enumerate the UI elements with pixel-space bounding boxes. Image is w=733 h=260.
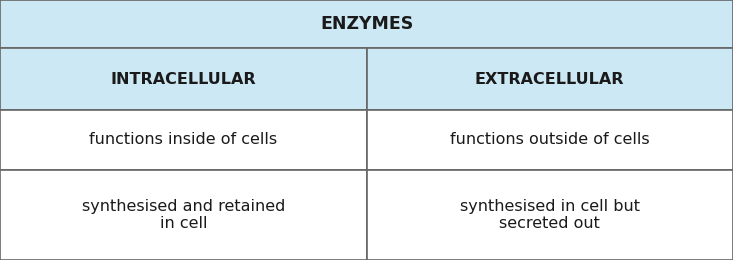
Bar <box>0 0 733 48</box>
Bar <box>366 48 733 110</box>
Text: synthesised in cell but
secreted out: synthesised in cell but secreted out <box>460 199 640 231</box>
Text: ENZYMES: ENZYMES <box>320 15 413 33</box>
Bar <box>0 48 366 110</box>
Bar <box>366 110 733 170</box>
Text: INTRACELLULAR: INTRACELLULAR <box>111 72 256 87</box>
Text: EXTRACELLULAR: EXTRACELLULAR <box>475 72 625 87</box>
Bar <box>366 170 733 260</box>
Text: functions inside of cells: functions inside of cells <box>89 133 277 147</box>
Bar <box>0 110 366 170</box>
Text: functions outside of cells: functions outside of cells <box>450 133 649 147</box>
Bar <box>0 170 366 260</box>
Text: synthesised and retained
in cell: synthesised and retained in cell <box>81 199 285 231</box>
